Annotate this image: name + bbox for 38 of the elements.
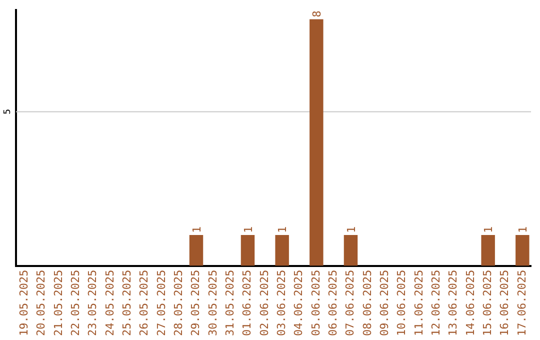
data-label: 8	[310, 10, 324, 18]
x-tick-label: 27.05.2025	[154, 270, 168, 336]
x-tick-label: 10.06.2025	[395, 270, 408, 336]
x-tick-label: 20.05.2025	[34, 270, 48, 336]
x-tick-label: 15.06.2025	[480, 270, 494, 336]
x-tick-label: 16.06.2025	[498, 270, 512, 336]
x-tick-label: 30.05.2025	[206, 270, 220, 336]
x-tick-label: 03.06.2025	[274, 270, 288, 336]
data-label: 1	[276, 226, 290, 233]
x-tick-label: 05.06.2025	[309, 270, 322, 336]
x-tick-label: 02.06.2025	[258, 270, 271, 336]
x-tick-label: 04.06.2025	[292, 270, 306, 336]
x-tick-label: 19.05.2025	[17, 270, 30, 336]
x-tick-label: 11.06.2025	[412, 270, 426, 336]
data-label: 1	[242, 226, 255, 233]
x-tick-label: 09.06.2025	[378, 270, 391, 336]
x-tick-label: 12.06.2025	[429, 270, 442, 336]
x-tick-label: 01.06.2025	[240, 270, 254, 336]
data-label: 1	[482, 226, 496, 233]
x-tick-label: 08.06.2025	[360, 270, 374, 336]
x-tick-label: 31.05.2025	[223, 270, 236, 336]
ref-line-label: 5	[2, 108, 13, 114]
x-tick-label: 28.05.2025	[172, 270, 185, 336]
x-tick-label: 25.05.2025	[120, 270, 134, 336]
x-tick-label: 21.05.2025	[52, 270, 65, 336]
x-tick-label: 22.05.2025	[68, 270, 82, 336]
x-tick-label: 24.05.2025	[103, 270, 116, 336]
x-tick-label: 13.06.2025	[446, 270, 460, 336]
x-tick-label: 14.06.2025	[464, 270, 477, 336]
x-tick-label: 26.05.2025	[138, 270, 151, 336]
x-tick-label: 07.06.2025	[344, 270, 357, 336]
data-label: 1	[190, 226, 204, 233]
data-label: 1	[516, 226, 530, 233]
data-label: 1	[344, 226, 358, 233]
x-tick-label: 06.06.2025	[326, 270, 340, 336]
x-tick-label: 23.05.2025	[86, 270, 100, 336]
x-tick-label: 29.05.2025	[189, 270, 202, 336]
x-tick-label: 17.06.2025	[515, 270, 528, 336]
